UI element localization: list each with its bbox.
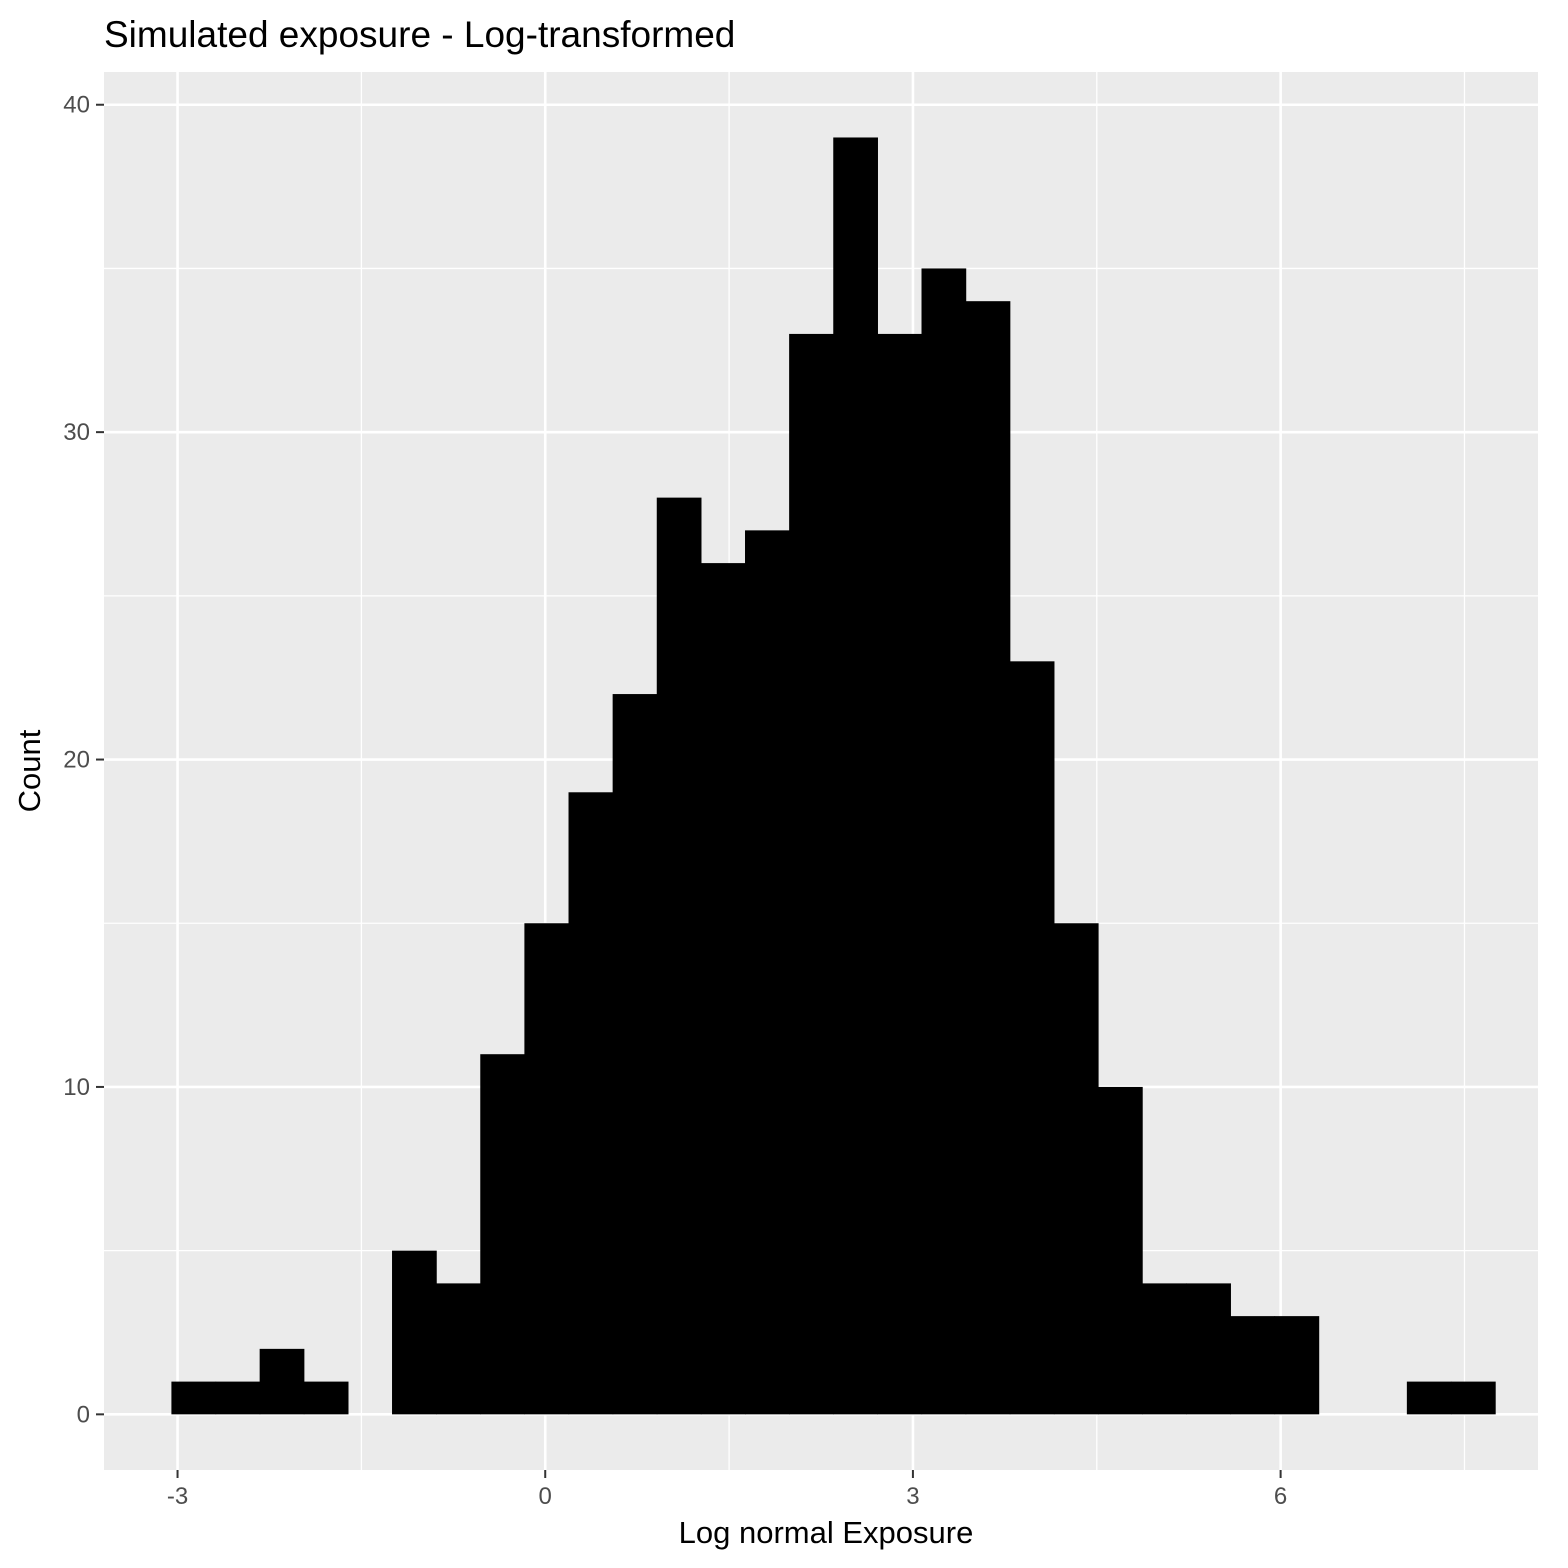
histogram-bar	[833, 137, 878, 1415]
chart-title: Simulated exposure - Log-transformed	[104, 14, 735, 55]
x-tick-label: 0	[539, 1483, 552, 1510]
histogram-bar	[303, 1381, 349, 1415]
histogram-bar	[524, 923, 570, 1415]
histogram-bar	[215, 1381, 261, 1415]
axes: -3 0 3 6 0 10 20 30 40	[63, 92, 1287, 1510]
histogram-bar	[921, 268, 967, 1415]
histogram-bar	[1230, 1316, 1276, 1415]
y-tick-label: 30	[63, 419, 90, 446]
histogram-bar	[965, 301, 1011, 1415]
histogram-bar	[1274, 1316, 1320, 1415]
histogram-bar	[612, 694, 658, 1415]
histogram-bar	[171, 1381, 217, 1415]
histogram-bars	[171, 137, 1496, 1415]
histogram-bar	[1450, 1381, 1496, 1415]
histogram-bar	[1009, 661, 1055, 1415]
histogram-bar	[789, 333, 834, 1415]
histogram-bar	[877, 333, 923, 1415]
x-tick-label: -3	[167, 1483, 188, 1510]
x-tick-label: 3	[906, 1483, 919, 1510]
y-tick-label: 40	[63, 92, 90, 119]
histogram-bar	[436, 1283, 481, 1415]
histogram-bar	[656, 497, 702, 1415]
y-tick-label: 10	[63, 1074, 90, 1101]
y-axis-title: Count	[12, 729, 47, 812]
histogram-bar	[392, 1250, 437, 1415]
histogram-bar	[480, 1054, 525, 1415]
histogram-bar	[568, 792, 614, 1415]
histogram-bar	[1097, 1086, 1143, 1415]
histogram-bar	[1142, 1283, 1187, 1415]
x-axis-title: Log normal Exposure	[679, 1515, 974, 1550]
histogram-bar	[259, 1348, 305, 1415]
x-tick-label: 6	[1274, 1483, 1287, 1510]
histogram-bar	[1406, 1381, 1452, 1415]
histogram-bar	[745, 530, 790, 1415]
histogram-bar	[1186, 1283, 1231, 1415]
y-tick-label: 20	[63, 747, 90, 774]
histogram-bar	[1053, 923, 1099, 1415]
y-tick-label: 0	[77, 1401, 90, 1428]
histogram-bar	[700, 563, 746, 1415]
